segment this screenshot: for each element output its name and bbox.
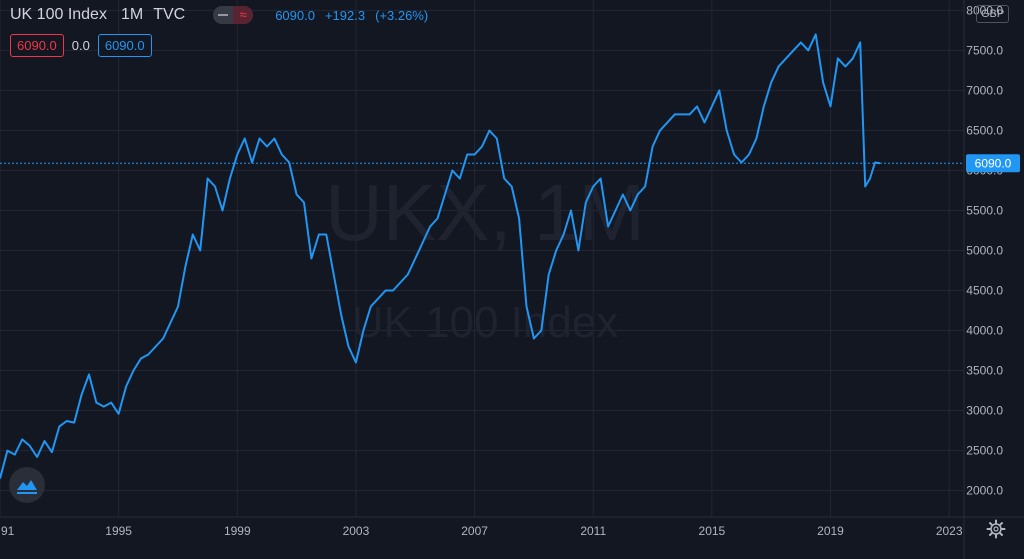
chart-legend: UK 100 Index 1M TVC ≈ 6090.0 +192.3 (+3.… (10, 6, 428, 24)
settings-gear-icon[interactable] (986, 519, 1006, 539)
change-percent: (+3.26%) (375, 7, 429, 23)
buy-price-button[interactable]: 6090.0 (97, 34, 152, 57)
y-tick-label: 5500.0 (966, 203, 1003, 217)
x-tick-label: 2011 (580, 524, 606, 538)
interval-label[interactable]: 1M (120, 6, 144, 23)
x-tick-label: 1999 (224, 524, 251, 538)
watermark-name: UK 100 Index (352, 298, 619, 347)
watermark-symbol: UKX, 1M (325, 168, 645, 257)
last-price-badge: 6090.0 (966, 154, 1020, 173)
legend-toggle-pills[interactable]: ≈ (213, 6, 254, 24)
y-tick-label: 4000.0 (966, 324, 1003, 338)
y-tick-label: 3500.0 (966, 364, 1003, 378)
chart-logo-icon[interactable] (9, 467, 45, 503)
sell-price-button[interactable]: 6090.0 (10, 34, 64, 57)
x-tick-label: 2023 (936, 524, 963, 538)
chart-grid (0, 0, 964, 517)
y-tick-label: 3000.0 (966, 404, 1003, 418)
last-value: 6090.0 (275, 7, 315, 23)
y-tick-label: 4500.0 (966, 284, 1003, 298)
x-tick-label: 2015 (699, 524, 726, 538)
x-tick-label: 2019 (817, 524, 844, 538)
hide-legend-icon[interactable] (213, 6, 233, 24)
x-tick-label: 2007 (461, 524, 488, 538)
series-line-uk100 (0, 33, 881, 479)
x-tick-label: 2003 (343, 524, 370, 538)
symbol-watermark: UKX, 1M UK 100 Index (325, 168, 645, 347)
y-tick-label: 5000.0 (966, 243, 1003, 257)
source-label: TVC (153, 6, 186, 23)
y-tick-label: 2500.0 (966, 444, 1003, 458)
y-tick-label: 7500.0 (966, 43, 1003, 57)
time-axis[interactable]: 91 1995 1999 2003 2007 2011 2015 2019 2023 (1, 524, 963, 538)
y-tick-label: 6500.0 (966, 123, 1003, 137)
y-tick-label: 2000.0 (966, 484, 1003, 498)
x-tick-label: 91 (1, 524, 15, 538)
change-value: +192.3 (324, 7, 366, 23)
trade-boxes: 6090.0 0.0 6090.0 (10, 34, 152, 57)
x-tick-label: 1995 (105, 524, 132, 538)
price-axis[interactable]: 2000.0 2500.0 3000.0 3500.0 4000.0 4500.0 5000… (966, 3, 1003, 497)
last-price-label: 6090.0 (975, 156, 1012, 170)
spread-value: 0.0 (71, 38, 90, 53)
symbol-title[interactable]: UK 100 Index (10, 6, 107, 23)
currency-label[interactable]: GBP (976, 5, 1010, 23)
y-tick-label: 7000.0 (966, 83, 1003, 97)
y-tick-label: 8000.0 (966, 3, 1003, 17)
compare-wave-icon[interactable]: ≈ (233, 6, 254, 24)
